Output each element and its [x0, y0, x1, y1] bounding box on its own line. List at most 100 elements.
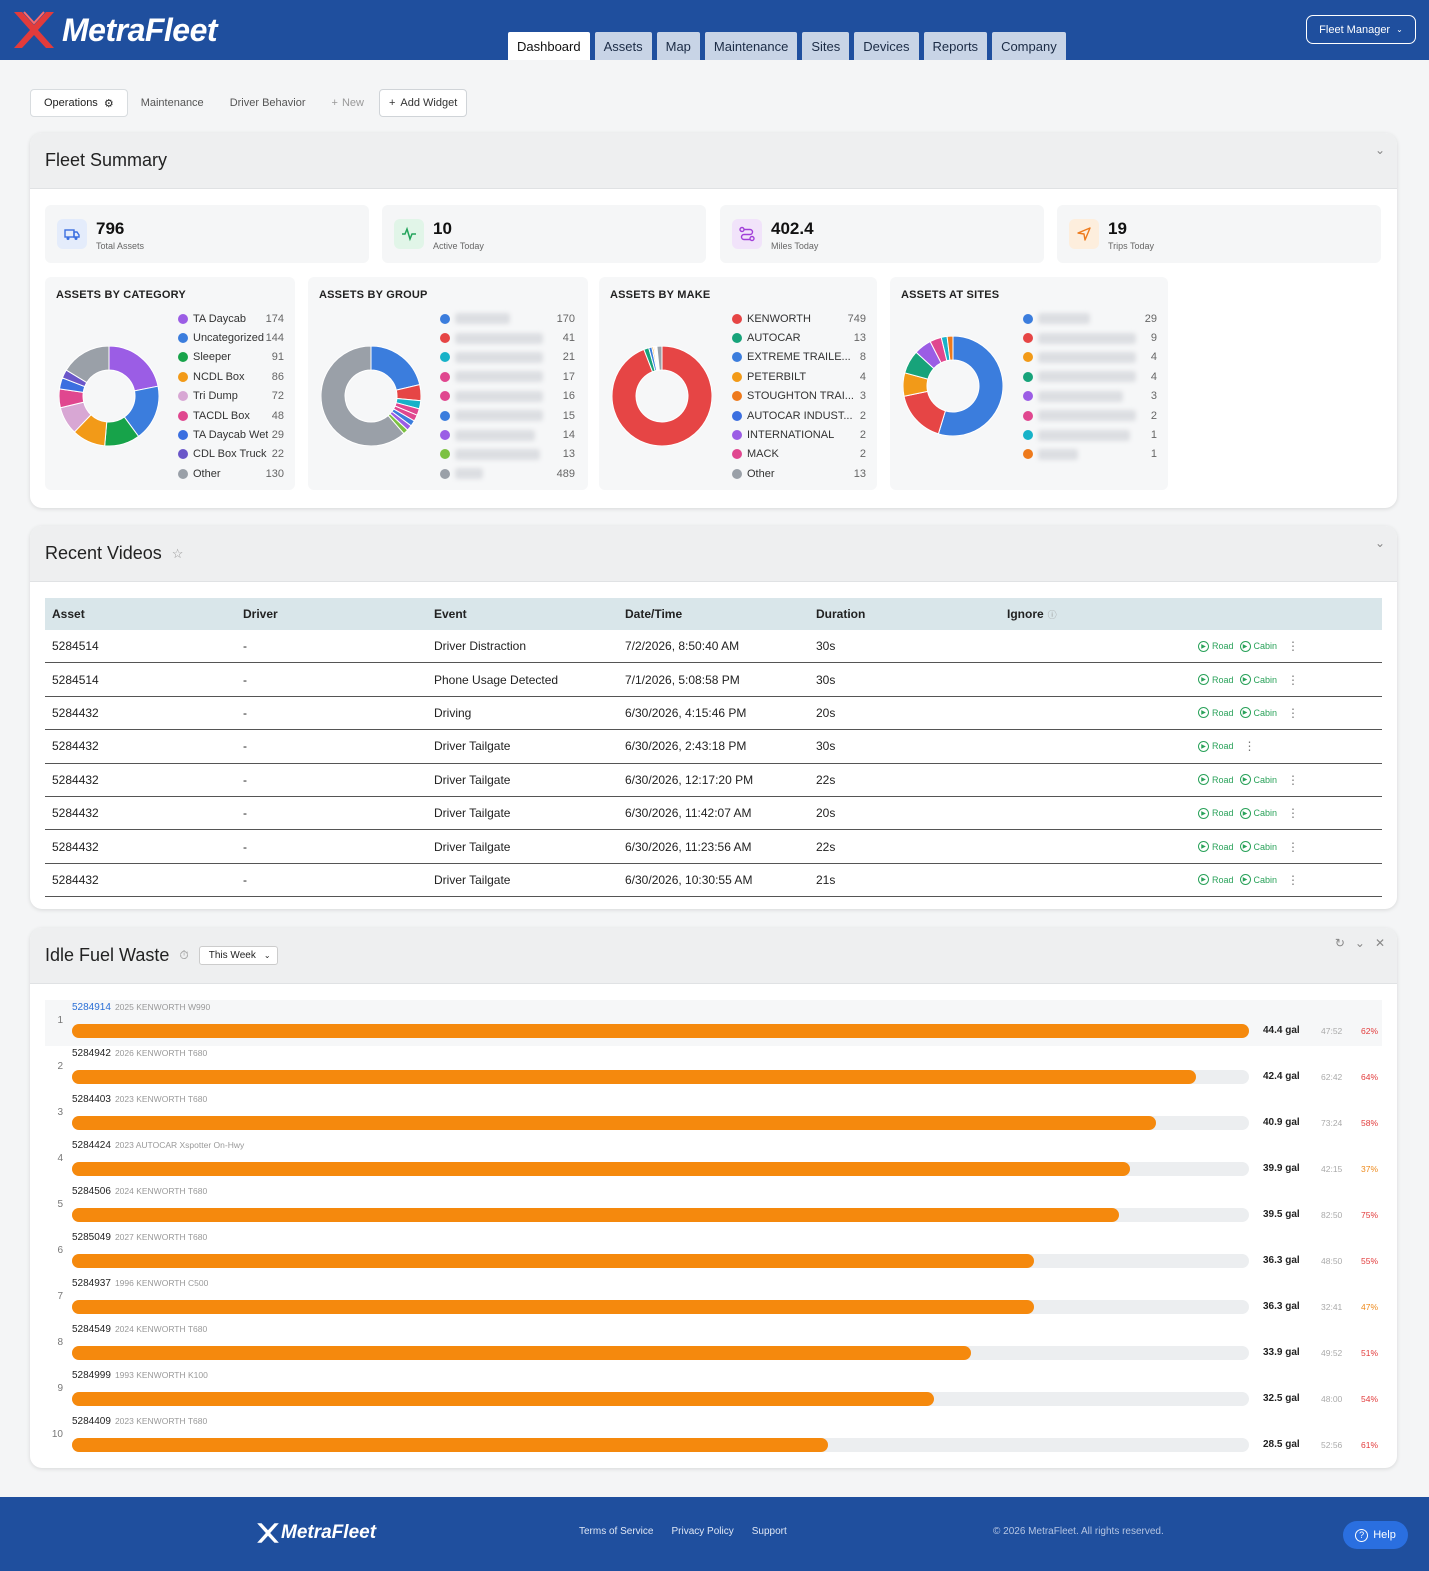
legend-item[interactable]: TACDL Box 48 — [178, 406, 284, 425]
asset-link[interactable]: 5284424 2023 AUTOCAR Xspotter On-Hwy — [72, 1140, 244, 1151]
brand-logo[interactable]: MetraFleet — [10, 8, 218, 52]
collapse-chevron-icon[interactable]: ⌄ — [1374, 143, 1385, 157]
tab-driver-behavior[interactable]: Driver Behavior — [229, 97, 306, 109]
legend-item[interactable]: 14 — [440, 425, 575, 444]
road-video-button[interactable]: ▶ Road — [1198, 674, 1234, 686]
refresh-icon[interactable]: ↻ — [1334, 936, 1345, 950]
cabin-video-button[interactable]: ▶ Cabin — [1239, 640, 1277, 652]
donut-slice[interactable] — [946, 336, 954, 361]
nav-tab-devices[interactable]: Devices — [854, 32, 919, 60]
col-ignore[interactable]: Ignore ⓘ — [1007, 607, 1057, 621]
new-tab-button[interactable]: + New — [319, 89, 377, 117]
road-video-button[interactable]: ▶ Road — [1198, 640, 1234, 652]
collapse-chevron-icon[interactable]: ⌄ — [1374, 536, 1385, 550]
legend-item[interactable]: INTERNATIONAL 2 — [732, 425, 866, 444]
cabin-video-button[interactable]: ▶ Cabin — [1239, 874, 1277, 886]
asset-link[interactable]: 5284506 2024 KENWORTH T680 — [72, 1186, 207, 1197]
legend-item[interactable]: TA Daycab Wet 29 — [178, 425, 284, 444]
legend-item[interactable]: 170 — [440, 309, 575, 328]
list-item[interactable]: 6 5285049 2027 KENWORTH T680 36.3 gal 48:50 5… — [45, 1230, 1382, 1276]
donut-slice[interactable] — [321, 346, 405, 446]
legend-item[interactable]: AUTOCAR 13 — [732, 328, 866, 347]
legend-item[interactable]: Tri Dump 72 — [178, 387, 284, 406]
legend-item[interactable]: 4 — [1023, 367, 1157, 386]
asset-link[interactable]: 5284914 2025 KENWORTH W990 — [72, 1002, 210, 1013]
col-datetime[interactable]: Date/Time — [625, 607, 683, 621]
more-vertical-icon[interactable]: ⋮ — [1287, 639, 1300, 654]
list-item[interactable]: 7 5284937 1996 KENWORTH C500 36.3 gal 32:41 4… — [45, 1276, 1382, 1322]
support-link[interactable]: Support — [751, 1526, 787, 1537]
donut-slice[interactable] — [65, 346, 110, 384]
nav-tab-sites[interactable]: Sites — [802, 32, 850, 60]
cabin-video-button[interactable]: ▶ Cabin — [1239, 674, 1277, 686]
more-vertical-icon[interactable]: ⋮ — [1287, 672, 1300, 687]
legend-item[interactable]: 4 — [1023, 348, 1157, 367]
asset-link[interactable]: 5284942 2026 KENWORTH T680 — [72, 1048, 207, 1059]
list-item[interactable]: 5 5284506 2024 KENWORTH T680 39.5 gal 82:50 7… — [45, 1184, 1382, 1230]
legend-item[interactable]: STOUGHTON TRAI... 3 — [732, 387, 866, 406]
list-item[interactable]: 2 5284942 2026 KENWORTH T680 42.4 gal 62:42 6… — [45, 1046, 1382, 1092]
legend-item[interactable]: PETERBILT 4 — [732, 367, 866, 386]
legend-item[interactable]: 13 — [440, 445, 575, 464]
asset-link[interactable]: 5284999 1993 KENWORTH K100 — [72, 1370, 208, 1381]
more-vertical-icon[interactable]: ⋮ — [1287, 705, 1300, 720]
cabin-video-button[interactable]: ▶ Cabin — [1239, 707, 1277, 719]
legend-item[interactable]: 2 — [1023, 406, 1157, 425]
table-row[interactable]: 5284514 - Phone Usage Detected 7/1/2026, 5:… — [45, 663, 1382, 697]
legend-item[interactable]: 489 — [440, 464, 575, 483]
cabin-video-button[interactable]: ▶ Cabin — [1239, 841, 1277, 853]
legend-item[interactable]: AUTOCAR INDUST... 2 — [732, 406, 866, 425]
role-menu-button[interactable]: Fleet Manager ⌄ — [1306, 15, 1416, 44]
legend-item[interactable]: 16 — [440, 387, 575, 406]
nav-tab-maintenance[interactable]: Maintenance — [704, 32, 798, 60]
cabin-video-button[interactable]: ▶ Cabin — [1239, 807, 1277, 819]
more-vertical-icon[interactable]: ⋮ — [1243, 739, 1256, 754]
table-row[interactable]: 5284432 - Driver Tailgate 6/30/2026, 10:30:… — [45, 864, 1382, 898]
nav-tab-assets[interactable]: Assets — [594, 32, 652, 60]
table-row[interactable]: 5284432 - Driving 6/30/2026, 4:15:46 PM 20s ▶… — [45, 697, 1382, 731]
asset-link[interactable]: 5284409 2023 KENWORTH T680 — [72, 1416, 207, 1427]
cabin-video-button[interactable]: ▶ Cabin — [1239, 774, 1277, 786]
road-video-button[interactable]: ▶ Road — [1198, 740, 1234, 752]
nav-tab-dashboard[interactable]: Dashboard — [508, 32, 590, 60]
more-vertical-icon[interactable]: ⋮ — [1287, 806, 1300, 821]
asset-link[interactable]: 5285049 2027 KENWORTH T680 — [72, 1232, 207, 1243]
asset-link[interactable]: 5284403 2023 KENWORTH T680 — [72, 1094, 207, 1105]
more-vertical-icon[interactable]: ⋮ — [1287, 839, 1300, 854]
table-row[interactable]: 5284432 - Driver Tailgate 6/30/2026, 11:42:… — [45, 797, 1382, 831]
add-widget-button[interactable]: + Add Widget — [378, 89, 468, 117]
road-video-button[interactable]: ▶ Road — [1198, 807, 1234, 819]
list-item[interactable]: 10 5284409 2023 KENWORTH T680 28.5 gal 52:56… — [45, 1414, 1382, 1460]
collapse-chevron-icon[interactable]: ⌄ — [1354, 936, 1365, 950]
road-video-button[interactable]: ▶ Road — [1198, 874, 1234, 886]
col-event[interactable]: Event — [434, 607, 467, 621]
legend-item[interactable]: 9 — [1023, 328, 1157, 347]
donut-slice[interactable] — [656, 346, 663, 371]
list-item[interactable]: 9 5284999 1993 KENWORTH K100 32.5 gal 48:00 5… — [45, 1368, 1382, 1414]
col-asset[interactable]: Asset — [52, 607, 85, 621]
legend-item[interactable]: KENWORTH 749 — [732, 309, 866, 328]
footer-logo[interactable]: MetraFleet — [255, 1521, 376, 1545]
road-video-button[interactable]: ▶ Road — [1198, 707, 1234, 719]
list-item[interactable]: 8 5284549 2024 KENWORTH T680 33.9 gal 49:52 5… — [45, 1322, 1382, 1368]
road-video-button[interactable]: ▶ Road — [1198, 841, 1234, 853]
more-vertical-icon[interactable]: ⋮ — [1287, 872, 1300, 887]
donut-slice[interactable] — [612, 346, 712, 446]
legend-item[interactable]: TA Daycab 174 — [178, 309, 284, 328]
legend-item[interactable]: 21 — [440, 348, 575, 367]
legend-item[interactable]: Other 130 — [178, 464, 284, 483]
legend-item[interactable]: 1 — [1023, 425, 1157, 444]
asset-link[interactable]: 5284937 1996 KENWORTH C500 — [72, 1278, 208, 1289]
tab-operations[interactable]: Operations ⚙ — [30, 89, 128, 117]
asset-link[interactable]: 5284549 2024 KENWORTH T680 — [72, 1324, 207, 1335]
legend-item[interactable]: NCDL Box 86 — [178, 367, 284, 386]
gear-icon[interactable]: ⚙ — [103, 97, 114, 110]
star-icon[interactable]: ☆ — [171, 545, 184, 561]
legend-item[interactable]: Sleeper 91 — [178, 348, 284, 367]
close-icon[interactable]: ✕ — [1374, 936, 1385, 950]
donut-slice[interactable] — [108, 346, 159, 392]
legend-item[interactable]: Other 13 — [732, 464, 866, 483]
list-item[interactable]: 1 5284914 2025 KENWORTH W990 44.4 gal 47:52 6… — [45, 1000, 1382, 1046]
legend-item[interactable]: Uncategorized 144 — [178, 328, 284, 347]
legend-item[interactable]: 29 — [1023, 309, 1157, 328]
